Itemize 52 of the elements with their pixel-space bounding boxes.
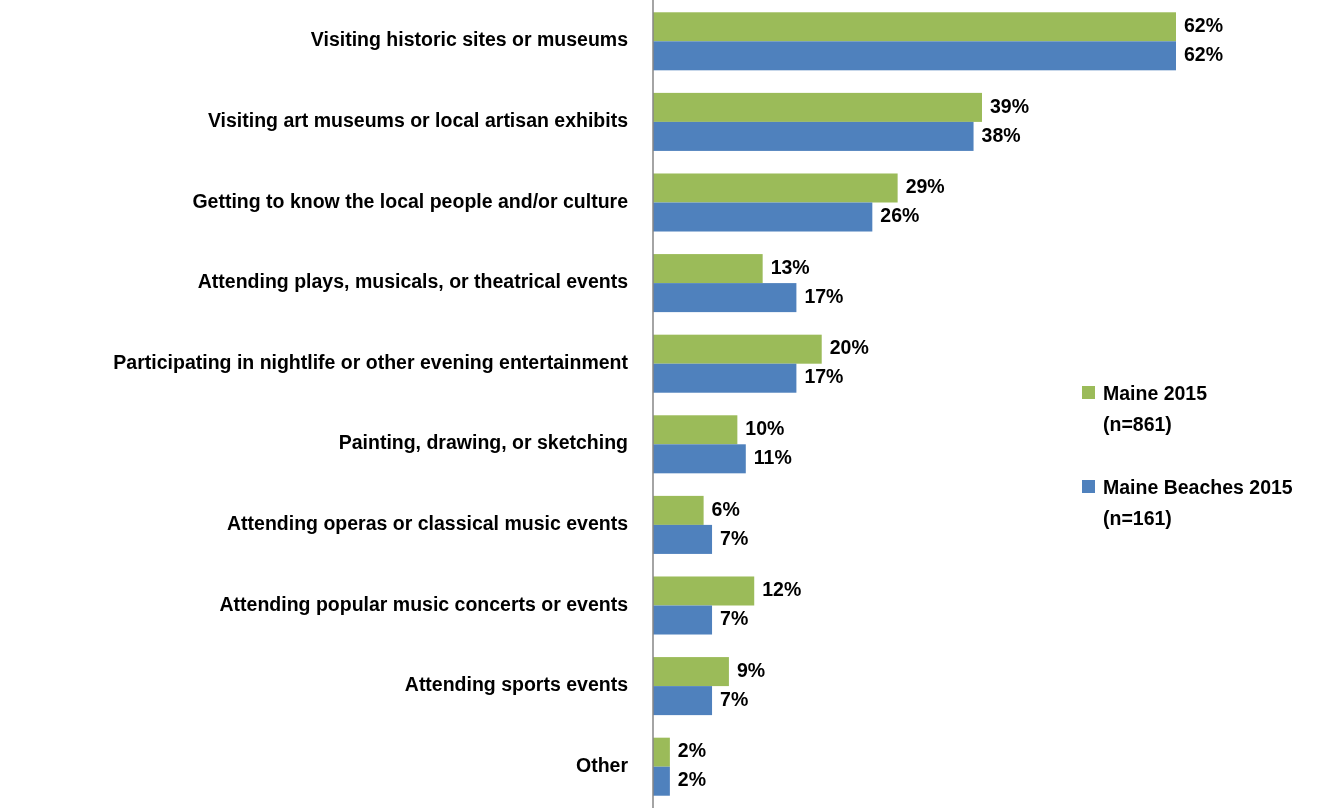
- bar: [653, 444, 746, 474]
- bar: [653, 121, 974, 151]
- bar: [653, 283, 797, 313]
- bar: [653, 495, 704, 525]
- data-label: 17%: [804, 365, 844, 388]
- data-label: 7%: [720, 526, 749, 549]
- data-label: 7%: [720, 607, 749, 630]
- bar: [653, 766, 670, 796]
- data-label: 11%: [753, 445, 792, 468]
- data-label: 26%: [880, 204, 920, 227]
- y-tick-label: Attending sports events: [404, 673, 629, 696]
- y-tick-label: Visiting art museums or local artisan exhibits: [207, 109, 629, 132]
- bar: [653, 41, 1176, 71]
- bar: [653, 92, 982, 122]
- y-tick-label: Attending popular music concerts or events: [219, 592, 629, 615]
- data-label: 39%: [989, 94, 1030, 117]
- bar: [653, 202, 873, 232]
- y-tick-label: Participating in nightlife or other evening entertainment: [113, 350, 629, 373]
- bar: [653, 686, 713, 716]
- legend-label: Maine Beaches 2015 (n=161): [1103, 476, 1293, 529]
- data-label: 17%: [804, 284, 844, 307]
- bar: [653, 254, 763, 284]
- bar: [653, 605, 713, 635]
- y-tick-label: Other: [575, 753, 629, 776]
- legend-label: Maine 2015 (n=861): [1103, 382, 1208, 435]
- data-label: 9%: [736, 658, 766, 681]
- data-label: 2%: [677, 768, 707, 791]
- y-tick-label: Getting to know the local people and/or culture: [192, 189, 629, 212]
- bar: [653, 363, 797, 393]
- bar: [653, 415, 738, 445]
- bar: [653, 334, 822, 364]
- data-label: 62%: [1184, 13, 1224, 36]
- y-tick-label: Attending operas or classical music events: [227, 512, 629, 535]
- data-label: 6%: [711, 497, 740, 520]
- data-label: 10%: [745, 416, 785, 439]
- bar: [653, 737, 670, 767]
- bar: [653, 576, 755, 606]
- data-label: 38%: [981, 123, 1021, 146]
- data-label: 62%: [1184, 42, 1224, 65]
- y-tick-label: Attending plays, musicals, or theatrical events: [197, 270, 629, 293]
- bar: [653, 657, 729, 687]
- data-label: 20%: [829, 336, 869, 359]
- y-tick-label: Visiting historic sites or museums: [310, 28, 629, 51]
- data-label: 2%: [677, 739, 707, 762]
- bar: [653, 524, 713, 554]
- bar: [653, 12, 1176, 42]
- data-label: 13%: [770, 255, 810, 278]
- data-label: 29%: [905, 175, 945, 198]
- bar: [653, 173, 898, 203]
- data-label: 7%: [720, 687, 749, 710]
- y-tick-label: Painting, drawing, or sketching: [338, 431, 628, 454]
- data-label: 12%: [762, 578, 802, 601]
